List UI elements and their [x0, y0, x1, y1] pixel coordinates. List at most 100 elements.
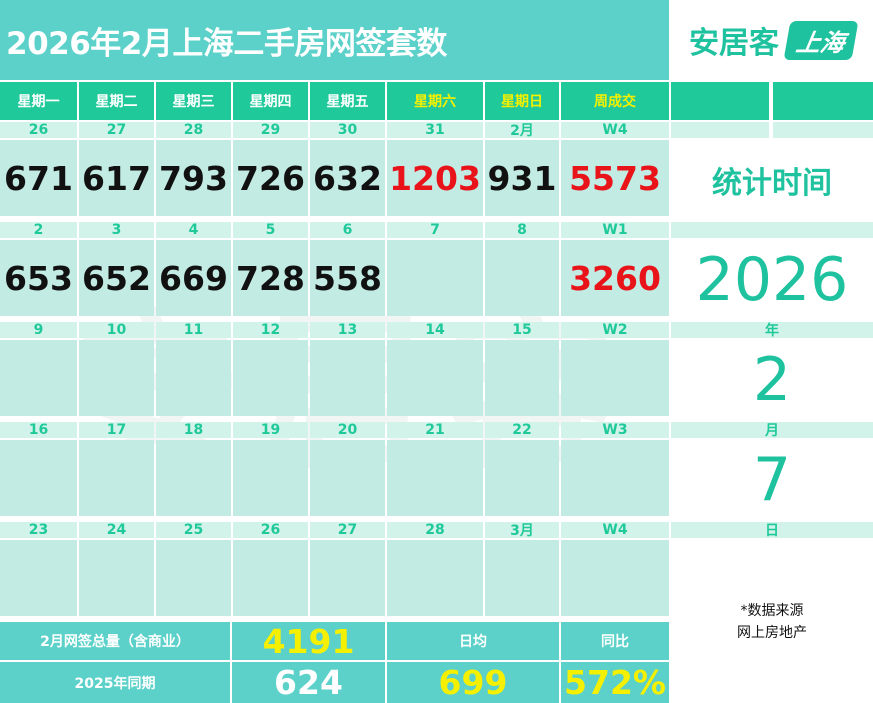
date-label: 12	[233, 322, 308, 338]
week-total-value	[561, 340, 669, 416]
daily-count: 669	[156, 240, 231, 316]
page-title: 2026年2月上海二手房网签套数	[6, 25, 447, 62]
daily-count	[387, 540, 483, 616]
daily-count	[310, 540, 385, 616]
date-label: 19	[233, 422, 308, 438]
daily-count: 931	[485, 140, 559, 216]
date-label: 6	[310, 222, 385, 238]
daily-count	[156, 340, 231, 416]
stat-month-unit: 月	[671, 422, 873, 438]
date-label: 20	[310, 422, 385, 438]
daily-count	[233, 340, 308, 416]
daily-count	[233, 540, 308, 616]
stat-time-label: 统计时间	[671, 140, 873, 220]
yoy-label: 同比	[561, 622, 669, 660]
daily-count: 726	[233, 140, 308, 216]
date-label: W1	[561, 222, 669, 238]
date-label: 7	[387, 222, 483, 238]
header-mon: 星期一	[0, 82, 77, 120]
daily-count	[0, 540, 77, 616]
date-label: 3	[79, 222, 154, 238]
daily-count	[156, 440, 231, 516]
date-label: 29	[233, 122, 308, 138]
brand-logo: 安居客 上海	[671, 0, 873, 80]
date-label: 2	[0, 222, 77, 238]
header-thu: 星期四	[233, 82, 308, 120]
side-header-blank-1	[671, 82, 769, 120]
date-label: 23	[0, 522, 77, 538]
date-label: W2	[561, 322, 669, 338]
date-label: 14	[387, 322, 483, 338]
date-label: 10	[79, 322, 154, 338]
date-label: 2月	[485, 122, 559, 138]
date-label: 27	[79, 122, 154, 138]
daily-count	[310, 440, 385, 516]
stat-month: 2	[671, 340, 873, 420]
source-line-1: *数据来源	[740, 602, 804, 619]
header-sun: 星期日	[485, 82, 559, 120]
date-label: 5	[233, 222, 308, 238]
side-dateband-blank-2	[773, 122, 873, 138]
date-label: 11	[156, 322, 231, 338]
daily-count: 793	[156, 140, 231, 216]
side-dateband-blank-3	[671, 222, 873, 238]
daily-count	[387, 440, 483, 516]
date-label: 21	[387, 422, 483, 438]
logo-city-tag: 上海	[783, 20, 859, 60]
last-year-label: 2025年同期	[0, 662, 230, 703]
daily-avg-value: 699	[387, 662, 559, 703]
side-dateband-blank-1	[671, 122, 769, 138]
date-label: W4	[561, 122, 669, 138]
daily-count	[387, 340, 483, 416]
daily-count: 671	[0, 140, 77, 216]
daily-count: 558	[310, 240, 385, 316]
week-total-value	[561, 440, 669, 516]
daily-count	[0, 440, 77, 516]
daily-count: 632	[310, 140, 385, 216]
date-label: 26	[0, 122, 77, 138]
stat-day-unit: 日	[671, 522, 873, 538]
header-wed: 星期三	[156, 82, 231, 120]
yoy-value: 572%	[561, 662, 669, 703]
stat-year: 2026	[671, 240, 873, 320]
week-total-value: 3260	[561, 240, 669, 316]
daily-avg-label: 日均	[387, 622, 559, 660]
daily-count	[79, 540, 154, 616]
date-label: 4	[156, 222, 231, 238]
data-source-note: *数据来源 网上房地产	[671, 540, 873, 703]
side-header-blank-2	[773, 82, 873, 120]
daily-count	[485, 240, 559, 316]
stat-day: 7	[671, 440, 873, 520]
daily-count: 652	[79, 240, 154, 316]
date-label: W4	[561, 522, 669, 538]
week-total-value	[561, 540, 669, 616]
date-label: 25	[156, 522, 231, 538]
date-label: 28	[387, 522, 483, 538]
date-label: 9	[0, 322, 77, 338]
total-value: 4191	[232, 622, 385, 660]
stat-year-unit: 年	[671, 322, 873, 338]
date-label: W3	[561, 422, 669, 438]
daily-count	[233, 440, 308, 516]
daily-count: 728	[233, 240, 308, 316]
header-fri: 星期五	[310, 82, 385, 120]
daily-count	[485, 340, 559, 416]
week-total-value: 5573	[561, 140, 669, 216]
date-label: 31	[387, 122, 483, 138]
daily-count	[387, 240, 483, 316]
daily-count	[485, 540, 559, 616]
date-label: 8	[485, 222, 559, 238]
date-label: 17	[79, 422, 154, 438]
date-label: 30	[310, 122, 385, 138]
last-year-value: 624	[232, 662, 385, 703]
header-week-total: 周成交	[561, 82, 669, 120]
header-tue: 星期二	[79, 82, 154, 120]
date-label: 3月	[485, 522, 559, 538]
date-label: 24	[79, 522, 154, 538]
source-line-2: 网上房地产	[737, 624, 807, 641]
date-label: 15	[485, 322, 559, 338]
date-label: 26	[233, 522, 308, 538]
daily-count: 653	[0, 240, 77, 316]
date-label: 28	[156, 122, 231, 138]
